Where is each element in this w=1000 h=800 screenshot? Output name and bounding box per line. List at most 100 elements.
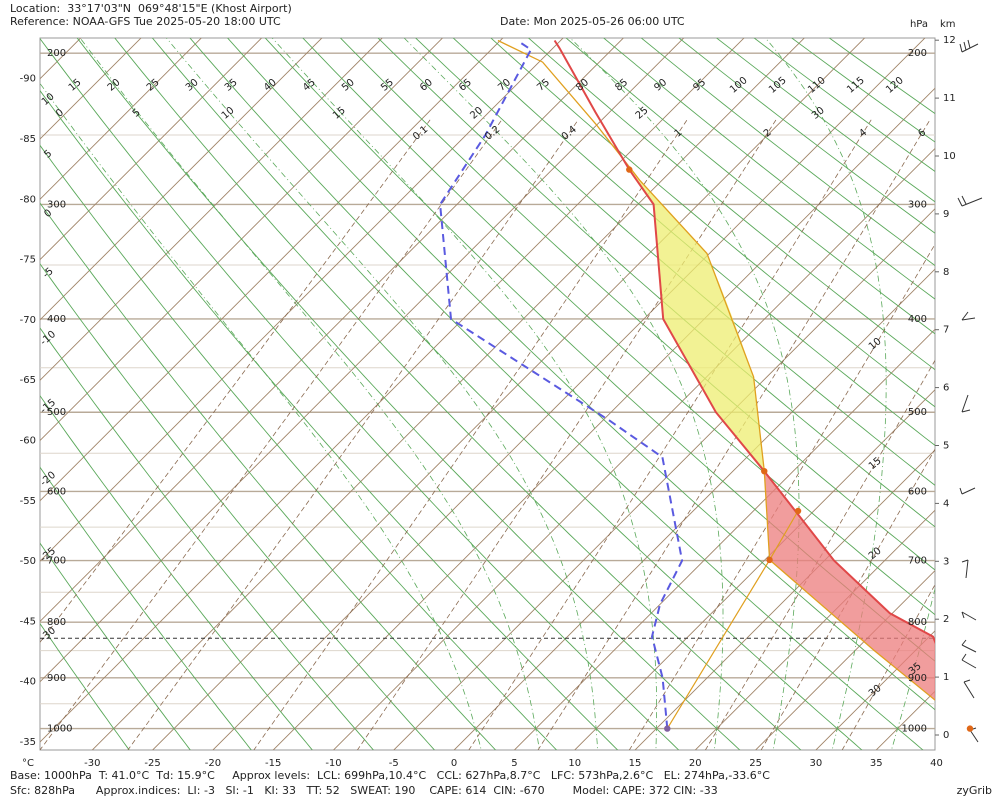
km-label: 7 (943, 325, 949, 336)
dewpoint-line (439, 39, 684, 729)
dry-adiabat (40, 89, 619, 750)
mixing-ratio-line (40, 119, 431, 643)
isotherm (40, 38, 323, 321)
isotherm (332, 147, 935, 750)
pressure-label: 500 (908, 407, 927, 418)
pressure-label: 700 (908, 556, 927, 567)
isotherm (815, 630, 935, 750)
date: Date: Mon 2025-05-26 06:00 UTC (500, 15, 685, 28)
pressure-axis-label: hPa (910, 19, 928, 30)
wind-barb (957, 195, 983, 207)
km-label: 4 (943, 498, 949, 509)
x-tick-label: 20 (689, 758, 702, 769)
isotherm (40, 38, 685, 683)
dry-adiabat (40, 394, 313, 750)
level-marker (766, 556, 773, 564)
x-tick-label: -25 (144, 758, 160, 769)
dry-adiabat (40, 263, 436, 750)
dry-adiabat (226, 38, 935, 711)
pressure-label: 200 (908, 48, 927, 59)
wind-barbs (957, 39, 983, 743)
cape-area (629, 169, 765, 472)
wind-barb (961, 559, 969, 579)
dry-adiabat (151, 38, 863, 750)
km-label: 3 (943, 556, 949, 567)
isotherm-label: -65 (20, 375, 36, 386)
isotherm (40, 38, 444, 442)
level-marker (626, 166, 633, 173)
cin-area (764, 471, 935, 700)
dry-adiabat (302, 38, 935, 616)
mixing-ratio-label: 4 (857, 127, 869, 140)
x-tick-label: -10 (325, 758, 341, 769)
dry-adiabat (415, 38, 935, 486)
dewpoint-marker (664, 725, 671, 732)
x-tick-label: 35 (870, 758, 883, 769)
isotherm-label: -60 (20, 436, 36, 447)
x-tick-label: 0 (451, 758, 457, 769)
reference: Reference: NOAA-GFS Tue 2025-05-20 18:00… (10, 15, 281, 28)
isotherm (574, 389, 935, 750)
level-marker (966, 725, 974, 732)
plot-area (39, 37, 936, 751)
pressure-label: 600 (47, 486, 66, 497)
moist-adiabat-label: 0 (54, 107, 66, 120)
pressure-label: 900 (47, 673, 66, 684)
temperature-line (553, 39, 935, 645)
dry-adiabat (490, 38, 935, 408)
mixing-ratio-line (253, 119, 688, 750)
moist-adiabat (166, 38, 598, 750)
x-tick-label: 5 (511, 758, 517, 769)
isotherm-label: -35 (20, 737, 36, 748)
isotherm-label: -40 (20, 677, 36, 688)
isotherm (694, 509, 935, 750)
parcel-line (497, 39, 935, 701)
isotherm-label: -45 (20, 616, 36, 627)
dry-adiabat (40, 38, 680, 750)
moist-adiabat (40, 82, 482, 750)
mixing-ratio-line (127, 119, 579, 750)
dry-adiabat (40, 144, 558, 750)
isotherm (40, 38, 504, 502)
dry-adiabat (565, 38, 935, 335)
dry-adiabat (603, 38, 935, 300)
wind-barb (963, 679, 975, 699)
km-label: 2 (943, 614, 949, 625)
isotherm (453, 268, 935, 750)
location: Location: 33°17'03"N 069°48'15"E (Khost … (10, 2, 292, 15)
km-label: 8 (943, 267, 949, 278)
x-unit: °C (22, 758, 34, 769)
x-tick-label: 30 (810, 758, 823, 769)
moist-adiabat (764, 38, 887, 750)
dry-adiabat (76, 38, 741, 750)
moist-adiabat (79, 38, 540, 750)
isotherm-label: -85 (20, 134, 36, 145)
isotherm-label: -80 (20, 194, 36, 205)
altitude-axis-label: km (940, 19, 956, 30)
isotherm (40, 38, 625, 623)
mixing-ratio-line (40, 119, 503, 750)
isotherm (634, 449, 935, 750)
footer-line: Base: 1000hPa T: 41.0°C Td: 15.9°C Appro… (10, 769, 770, 782)
pressure-label: 1000 (902, 724, 927, 735)
x-tick-label: 25 (749, 758, 762, 769)
moist-adiabat (271, 38, 657, 750)
isotherm (935, 36, 1000, 752)
isotherm (40, 38, 564, 562)
x-tick-label: -5 (389, 758, 399, 769)
km-label: 0 (943, 730, 949, 741)
pressure-label: 600 (908, 486, 927, 497)
level-marker (761, 467, 768, 475)
pressure-label: 700 (47, 556, 66, 567)
km-label: 1 (943, 672, 949, 683)
km-label: 9 (943, 209, 949, 220)
x-tick-label: -20 (205, 758, 221, 769)
isotherm (40, 38, 202, 200)
mixing-ratio-label: 2 (762, 127, 774, 140)
isotherm (91, 38, 805, 750)
dry-adiabat (40, 542, 191, 750)
pressure-label: 300 (908, 199, 927, 210)
mixing-ratio-line (537, 119, 931, 750)
